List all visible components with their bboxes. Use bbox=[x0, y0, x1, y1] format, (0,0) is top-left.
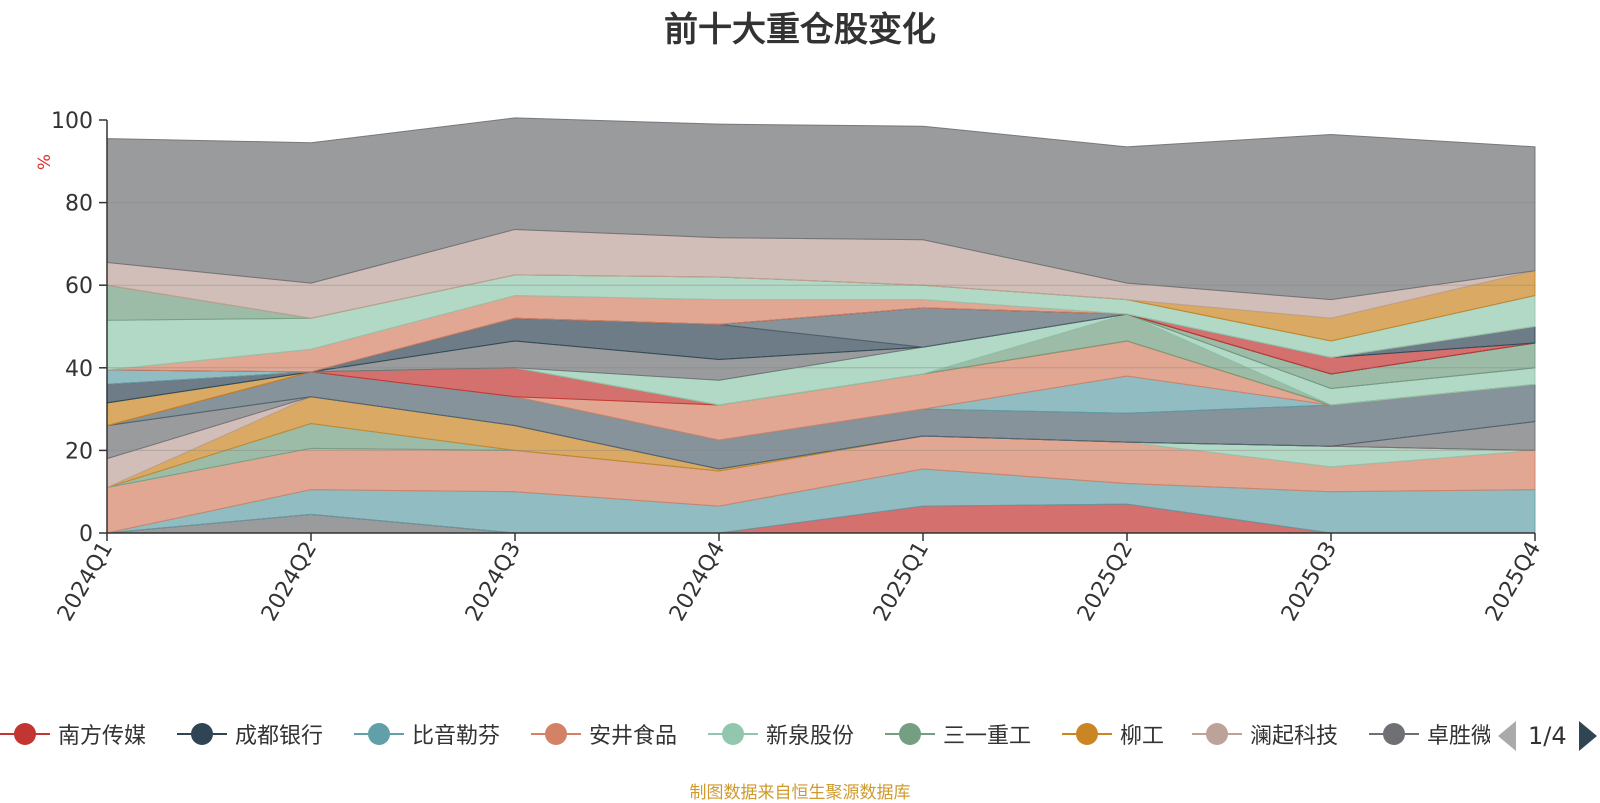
legend-prev-page-button[interactable] bbox=[1498, 721, 1516, 751]
legend-label: 南方传媒 bbox=[58, 724, 147, 749]
legend-next-page-button[interactable] bbox=[1578, 721, 1597, 751]
y-tick-label-5: 100 bbox=[51, 109, 93, 134]
legend-label: 卓胜微 bbox=[1427, 724, 1490, 749]
legend-swatch bbox=[531, 719, 581, 749]
x-tick-label-0: 2024Q1 bbox=[53, 538, 118, 626]
y-tick-label-4: 80 bbox=[65, 192, 93, 217]
legend-item[interactable]: 安井食品 bbox=[531, 712, 677, 756]
legend-swatch bbox=[708, 719, 758, 749]
legend-item[interactable]: 成都银行 bbox=[177, 712, 323, 756]
legend-label: 三一重工 bbox=[943, 724, 1032, 749]
legend-label: 成都银行 bbox=[235, 724, 324, 749]
legend-item[interactable]: 新泉股份 bbox=[708, 712, 854, 756]
legend-swatch bbox=[0, 719, 50, 749]
legend-label: 安井食品 bbox=[589, 724, 678, 749]
y-tick-label-1: 20 bbox=[65, 439, 93, 464]
stacked-area-chart: 0 20 40 60 80 100% 2024Q1 2024Q2 2024Q3 2024Q4 202… bbox=[35, 109, 1546, 626]
legend-swatch bbox=[1192, 719, 1242, 749]
legend-page-indicator: 1/4 bbox=[1528, 722, 1567, 750]
x-tick-label-3: 2024Q4 bbox=[665, 538, 730, 626]
x-tick-label-2: 2024Q3 bbox=[461, 538, 526, 626]
legend-item[interactable]: 柳工 bbox=[1062, 712, 1164, 756]
legend-item[interactable]: 比音勒芬 bbox=[354, 712, 500, 756]
legend-label: 柳工 bbox=[1120, 724, 1165, 749]
legend-label: 澜起科技 bbox=[1250, 724, 1339, 749]
legend-swatch bbox=[885, 719, 935, 749]
x-tick-label-7: 2025Q4 bbox=[1481, 538, 1546, 626]
y-axis-unit: % bbox=[35, 154, 55, 170]
legend-label: 新泉股份 bbox=[766, 724, 855, 749]
legend-label: 比音勒芬 bbox=[412, 724, 501, 749]
legend-swatch bbox=[177, 719, 227, 749]
x-tick-label-1: 2024Q2 bbox=[257, 538, 322, 626]
x-tick-label-6: 2025Q3 bbox=[1277, 538, 1342, 626]
source-note: 制图数据来自恒生聚源数据库 bbox=[689, 783, 911, 803]
chart-title: 前十大重仓股变化 bbox=[664, 10, 936, 50]
legend-swatch bbox=[354, 719, 404, 749]
legend-swatch bbox=[1062, 719, 1112, 749]
legend-item[interactable]: 南方传媒 bbox=[0, 712, 146, 756]
area-series-29 bbox=[106, 117, 1536, 301]
legend-item[interactable]: 卓胜微 bbox=[1369, 712, 1490, 756]
legend-item[interactable]: 澜起科技 bbox=[1192, 712, 1338, 756]
legend-pager: 1/4 bbox=[1498, 718, 1597, 754]
legend-swatch bbox=[1369, 719, 1419, 749]
x-tick-label-4: 2025Q1 bbox=[869, 538, 934, 626]
y-tick-label-0: 0 bbox=[79, 522, 93, 547]
x-tick-label-5: 2025Q2 bbox=[1073, 538, 1138, 626]
y-tick-label-2: 40 bbox=[65, 357, 93, 382]
legend: 南方传媒 成都银行 比音勒芬 安井食品 新泉股份 三一重工 柳工 澜起科技 卓胜微 bbox=[0, 712, 1490, 756]
y-tick-label-3: 60 bbox=[65, 274, 93, 299]
legend-item[interactable]: 三一重工 bbox=[885, 712, 1031, 756]
